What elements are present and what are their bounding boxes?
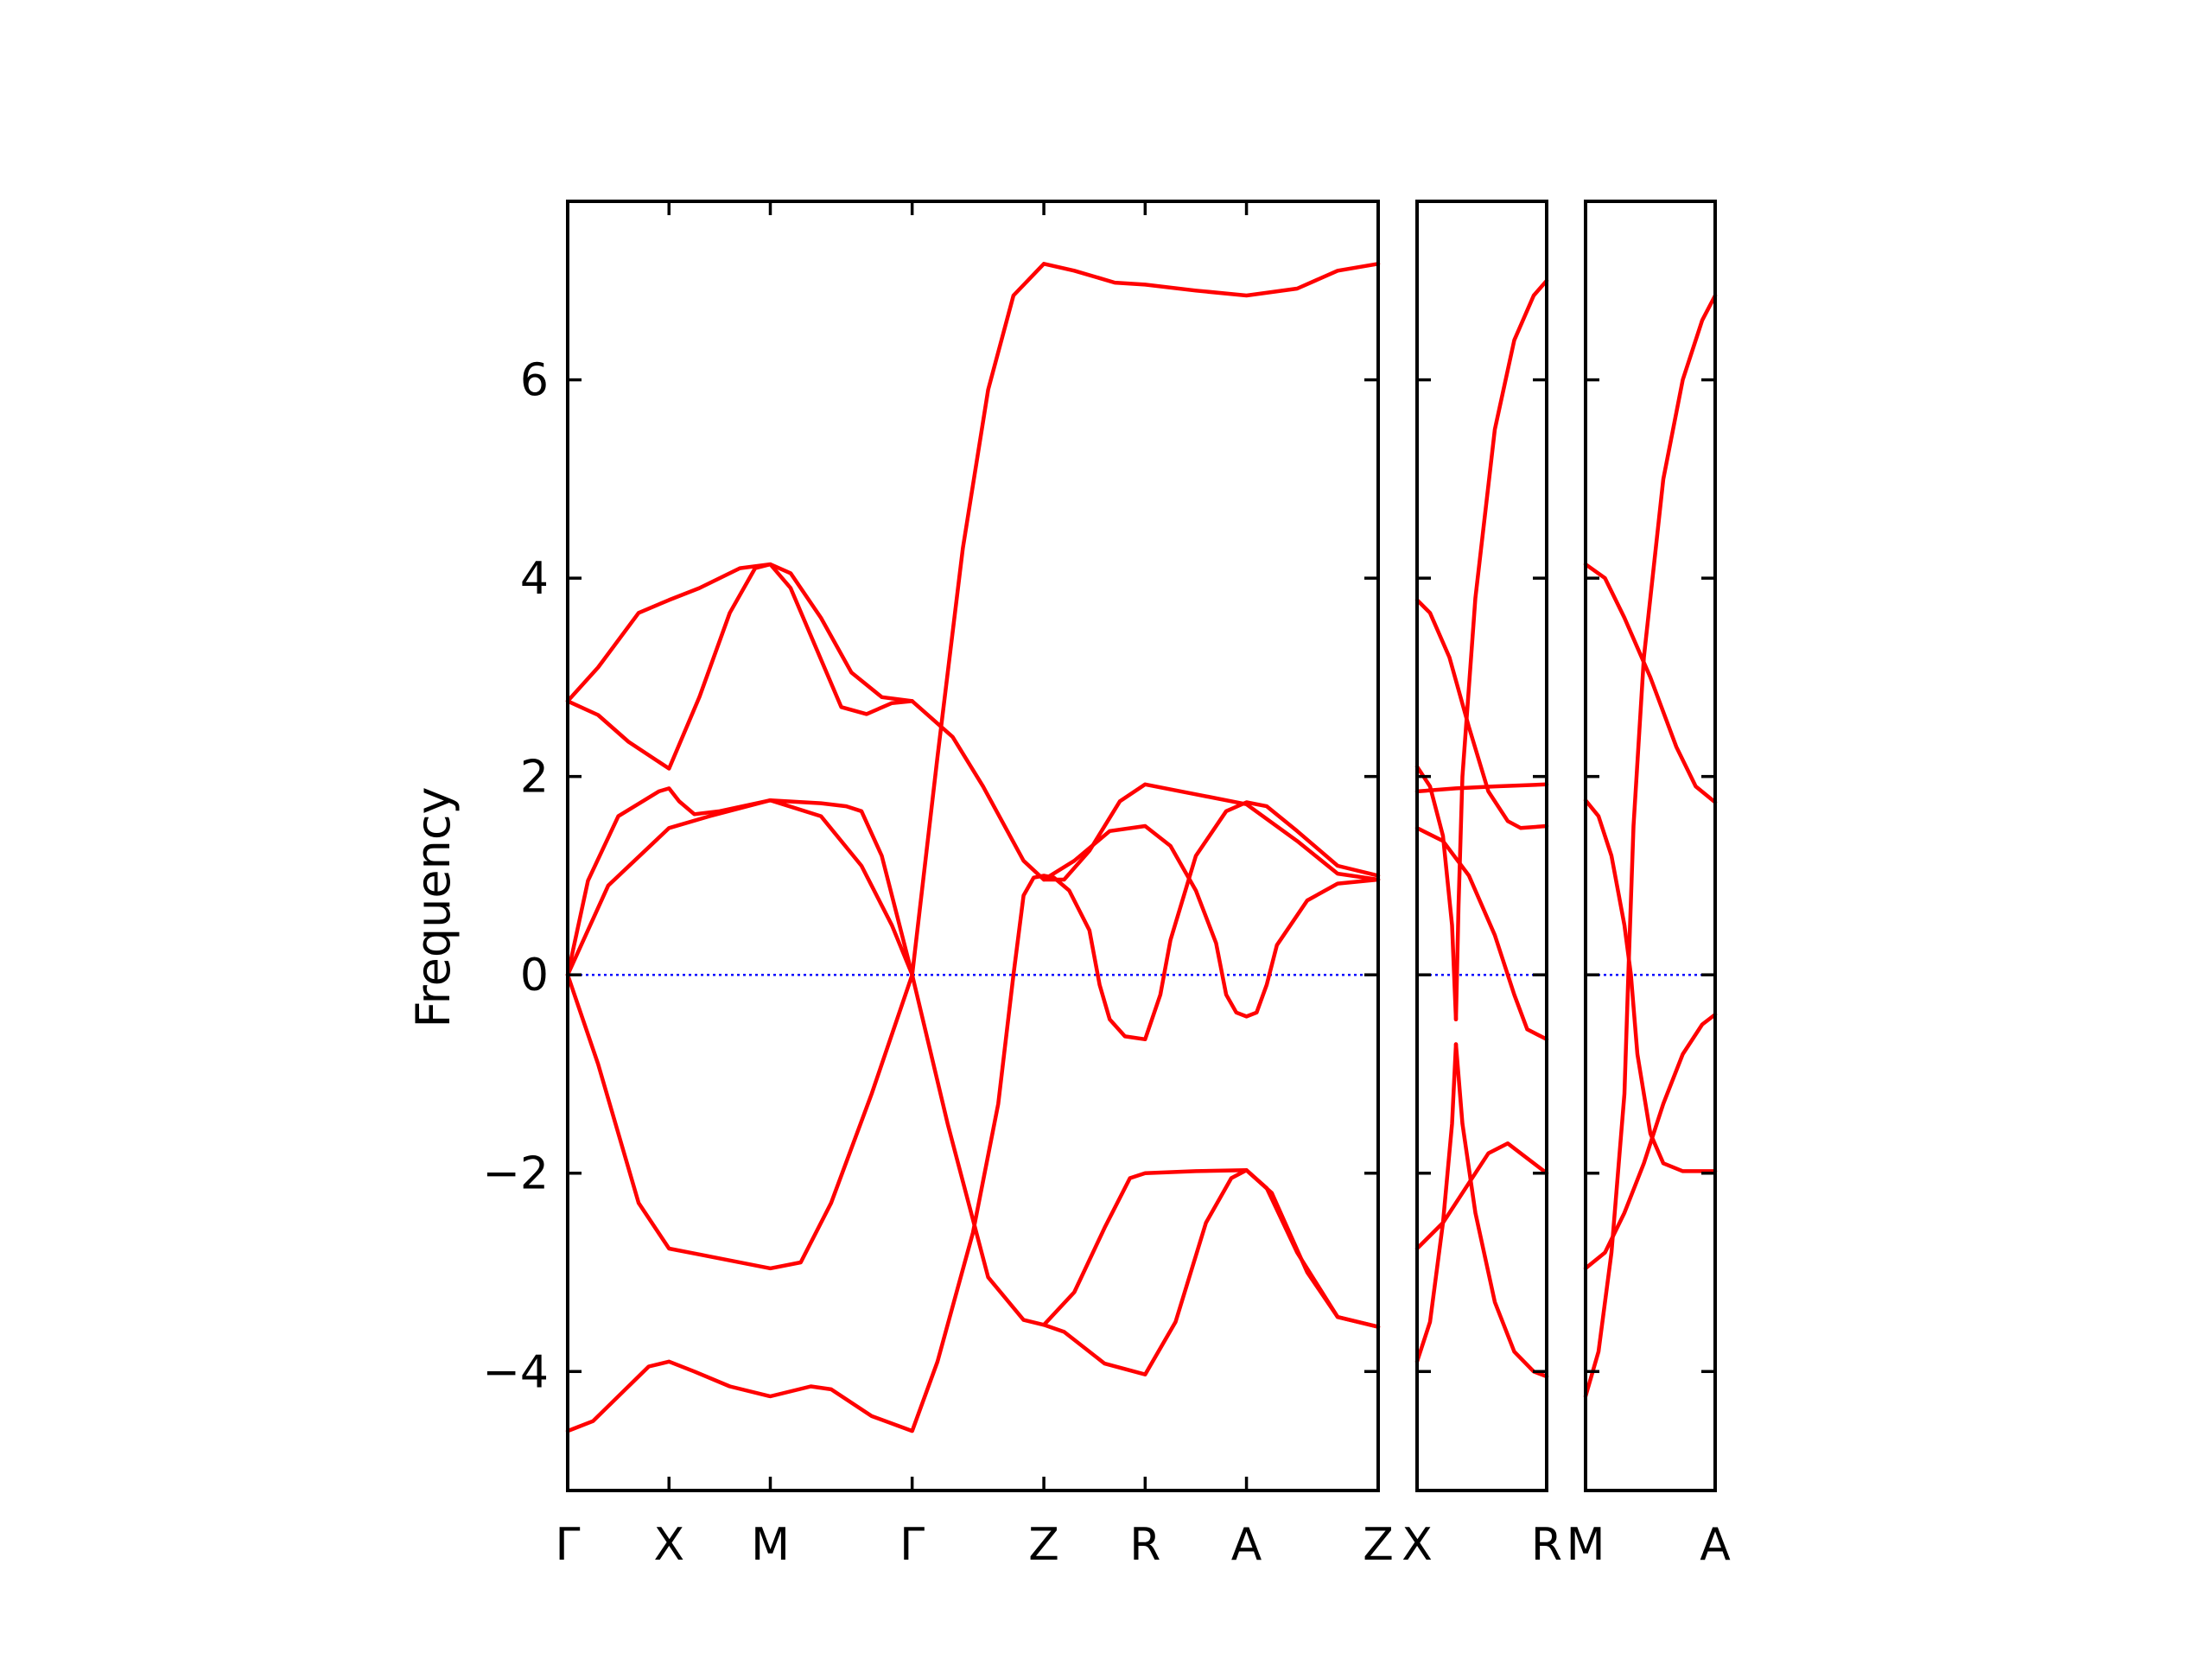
x-tick-label: A — [1700, 1519, 1731, 1571]
panel-frame — [566, 200, 1380, 1492]
band-line-6 — [565, 800, 1381, 1433]
y-tick-label: −2 — [482, 1148, 549, 1200]
y-axis-title: Frequency — [406, 787, 461, 1028]
x-tick-label: R — [1129, 1519, 1160, 1571]
band-line-2 — [565, 562, 1381, 882]
x-tick-label: A — [1231, 1519, 1262, 1571]
band-line-5 — [565, 972, 1381, 1376]
band-line-2 — [1583, 798, 1718, 1173]
x-tick-label: R — [1531, 1519, 1562, 1571]
band-line-2 — [1414, 782, 1549, 794]
band-line-3 — [1414, 764, 1459, 1022]
y-tick-label: 4 — [520, 553, 549, 605]
band-line-3 — [1583, 1012, 1718, 1271]
band-line-4 — [565, 798, 914, 977]
x-tick-label: X — [1402, 1519, 1433, 1571]
x-tick-label: Γ — [899, 1519, 925, 1571]
x-tick-label: Z — [1363, 1519, 1394, 1571]
x-tick-label: M — [1567, 1519, 1605, 1571]
band-line-8 — [1041, 1168, 1381, 1329]
band-line-9 — [1041, 823, 1381, 1019]
x-tick-label: Z — [1028, 1519, 1059, 1571]
x-tick-label: X — [653, 1519, 684, 1571]
x-tick-label: Γ — [556, 1519, 581, 1571]
band-line-1 — [565, 562, 914, 703]
band-line-3 — [565, 786, 914, 977]
band-line-7 — [1414, 1042, 1459, 1364]
band-line-5 — [1453, 1042, 1549, 1379]
band-line-8 — [1453, 278, 1549, 1022]
band-line-4 — [1583, 293, 1718, 1399]
panel-frame — [1584, 200, 1717, 1492]
y-tick-label: 2 — [520, 752, 549, 804]
band-line-4 — [1414, 826, 1549, 1042]
band-line-1 — [1583, 562, 1718, 804]
band-line-1 — [1414, 598, 1549, 830]
band-line-6 — [1414, 1141, 1549, 1251]
band-line-7 — [910, 262, 1381, 977]
y-tick-label: −4 — [482, 1346, 549, 1398]
y-tick-label: 0 — [520, 950, 549, 1001]
panel-frame — [1415, 200, 1548, 1492]
y-tick-label: 6 — [520, 355, 549, 407]
x-tick-label: M — [751, 1519, 790, 1571]
